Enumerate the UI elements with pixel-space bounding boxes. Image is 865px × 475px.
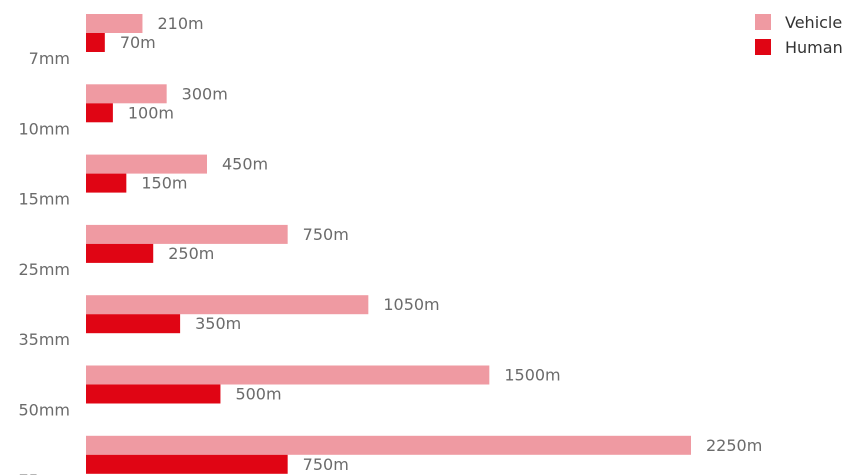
category-label-50mm: 50mm bbox=[18, 401, 70, 420]
legend-label-human: Human bbox=[785, 37, 843, 57]
category-label-25mm: 25mm bbox=[18, 260, 70, 279]
bar-vehicle-25mm bbox=[86, 224, 288, 244]
category-label-10mm: 10mm bbox=[18, 119, 70, 138]
bar-human-35mm bbox=[86, 314, 181, 334]
value-label-vehicle-50mm: 1500m bbox=[504, 366, 560, 385]
value-label-human-15mm: 150m bbox=[141, 174, 187, 193]
bar-human-50mm bbox=[86, 384, 221, 404]
value-label-vehicle-10mm: 300m bbox=[182, 84, 228, 103]
bar-human-15mm bbox=[86, 173, 127, 193]
value-label-human-35mm: 350m bbox=[195, 314, 241, 333]
bar-vehicle-50mm bbox=[86, 365, 490, 385]
value-label-vehicle-15mm: 450m bbox=[222, 155, 268, 174]
value-label-human-10mm: 100m bbox=[128, 103, 174, 122]
bar-human-10mm bbox=[86, 103, 113, 123]
legend-swatch-human bbox=[755, 39, 771, 55]
legend: Vehicle Human bbox=[755, 12, 859, 62]
value-label-human-7mm: 70m bbox=[120, 33, 156, 52]
bar-vehicle-10mm bbox=[86, 84, 167, 104]
bar-human-25mm bbox=[86, 243, 154, 263]
legend-label-vehicle: Vehicle bbox=[785, 12, 843, 32]
bar-human-7mm bbox=[86, 33, 105, 52]
value-label-vehicle-7mm: 210m bbox=[157, 14, 203, 33]
bar-vehicle-35mm bbox=[86, 295, 369, 315]
legend-swatch-vehicle bbox=[755, 14, 771, 30]
bar-vehicle-75mm bbox=[86, 435, 691, 455]
category-label-35mm: 35mm bbox=[18, 330, 70, 349]
category-label-7mm: 7mm bbox=[29, 49, 70, 68]
value-label-vehicle-25mm: 750m bbox=[303, 225, 349, 244]
legend-item-human: Human bbox=[755, 37, 859, 57]
value-label-human-75mm: 750m bbox=[303, 455, 349, 474]
value-label-vehicle-75mm: 2250m bbox=[706, 436, 762, 455]
bar-vehicle-7mm bbox=[86, 14, 143, 33]
value-label-human-25mm: 250m bbox=[168, 244, 214, 263]
value-label-vehicle-35mm: 1050m bbox=[383, 295, 439, 314]
bar-human-75mm bbox=[86, 454, 288, 474]
category-label-75mm: 75mm bbox=[18, 471, 70, 475]
legend-item-vehicle: Vehicle bbox=[755, 12, 859, 32]
value-label-human-50mm: 500m bbox=[235, 385, 281, 404]
bar-vehicle-15mm bbox=[86, 154, 207, 174]
category-label-15mm: 15mm bbox=[18, 190, 70, 209]
